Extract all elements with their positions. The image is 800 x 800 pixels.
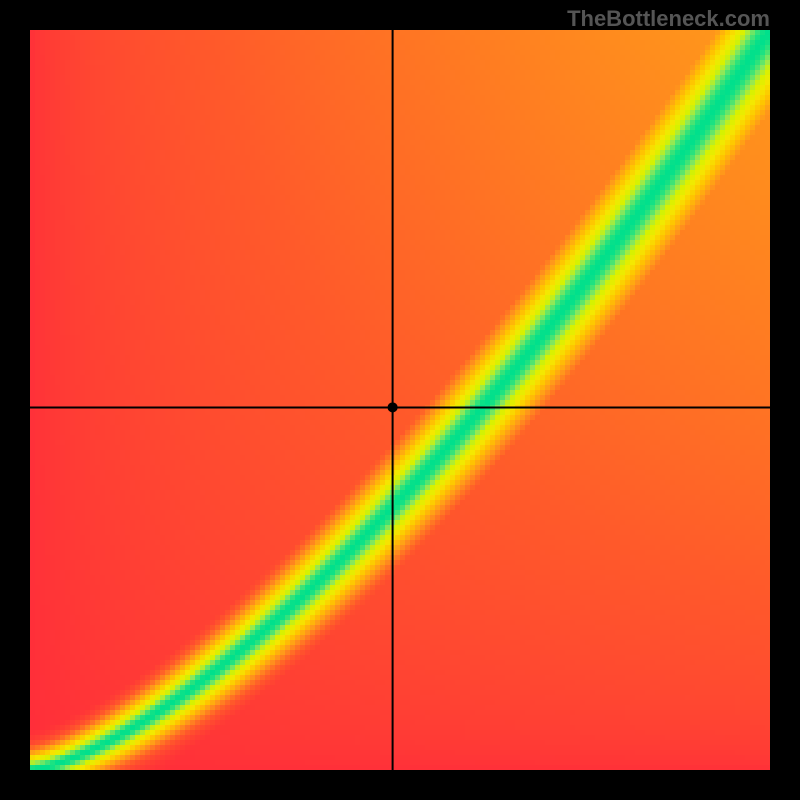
watermark-text: TheBottleneck.com <box>567 6 770 32</box>
bottleneck-heatmap <box>30 30 770 770</box>
